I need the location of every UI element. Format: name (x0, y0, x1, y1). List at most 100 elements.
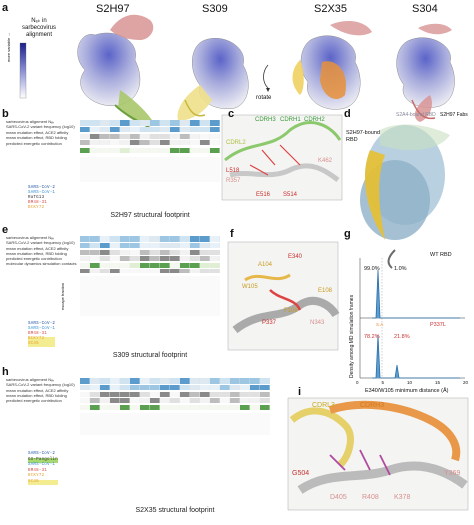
heatmap-cell (140, 120, 150, 126)
panel-b-row-labels: sarbecovirus alignment Nₑₖ SARS-CoV-2 va… (6, 119, 75, 147)
heatmap-cell (150, 236, 160, 242)
panel-a-letter: a (2, 2, 9, 14)
heatmap-cell (120, 134, 130, 139)
heatmap-cell (180, 405, 190, 410)
heatmap-cell (100, 392, 110, 397)
legend-title: Nₑₖ in sarbecovirus alignment (21, 18, 56, 38)
heatmap-cell (120, 256, 130, 261)
label-s514: S514 (283, 192, 298, 198)
panel-h-letter: h (2, 366, 9, 378)
heatmap-cell (140, 269, 150, 273)
heatmap-cell (80, 392, 90, 397)
heatmap-cell (90, 405, 100, 410)
g-ylabel: Density among MD simulation frames (349, 294, 355, 378)
heatmap-cell (180, 269, 190, 273)
heatmap-cell (80, 405, 90, 410)
heatmap-cell (190, 127, 200, 132)
heatmap-cell (200, 120, 210, 126)
heatmap-cell (120, 405, 130, 410)
s2h97-structure (77, 14, 155, 129)
heatmap-cell (120, 236, 130, 242)
heatmap-cell (200, 398, 210, 403)
heatmap-cell (80, 148, 90, 153)
label-f106: F106 (284, 308, 298, 314)
heatmap-cell (190, 140, 200, 145)
heatmap-cell (190, 263, 200, 268)
heatmap-cell (100, 269, 110, 273)
panel-b-seq-names: SARS-CoV-2 SARS-CoV-1 RaTG13 BM48-31 BtK… (28, 186, 56, 210)
heatmap-cell (160, 250, 170, 255)
panel-e-letter: e (2, 224, 9, 236)
heatmap-cell (130, 392, 140, 397)
heatmap-cell (180, 392, 190, 397)
s304-structure (396, 23, 455, 122)
label-s2a4-rbd: S2A4-bound RBD (396, 112, 436, 118)
heatmap-cell (150, 256, 160, 261)
heatmap-cell (250, 385, 260, 390)
heatmap-cell (110, 405, 120, 410)
heatmap-cell (110, 263, 120, 268)
heatmap-cell (180, 263, 190, 268)
heatmap-cell (90, 269, 100, 273)
heatmap-cell (180, 148, 190, 153)
label-e516: E516 (256, 192, 271, 198)
heatmap-cell (180, 243, 190, 248)
heatmap-cell (90, 392, 100, 397)
heatmap-cell (160, 405, 170, 410)
heatmap-cell (140, 236, 150, 242)
label-n343: N343 (310, 320, 325, 326)
heatmap-cell (190, 405, 200, 410)
heatmap-cell (120, 140, 130, 145)
heatmap-cell (260, 398, 270, 403)
heatmap-cell (90, 385, 100, 390)
heatmap-cell (170, 263, 180, 268)
heatmap-cell (90, 250, 100, 255)
heatmap-cell (200, 385, 210, 390)
rotate-arrow (263, 64, 269, 89)
heatmap-cell (170, 236, 180, 242)
heatmap-cell (230, 392, 240, 397)
heatmap-cell (190, 243, 200, 248)
heatmap-cell (200, 256, 210, 261)
heatmap-cell (170, 134, 180, 139)
heatmap-cell (200, 243, 210, 248)
heatmap-cell (90, 148, 100, 153)
heatmap-cell (150, 243, 160, 248)
heatmap-cell (160, 378, 170, 384)
heatmap-cell (80, 134, 90, 139)
panel-a-title-1: S2H97 (96, 3, 130, 15)
heatmap-cell (80, 256, 90, 261)
heatmap-cell (120, 148, 130, 153)
heatmap-cell (160, 263, 170, 268)
heatmap-cell (100, 405, 110, 410)
heatmap-cell (150, 140, 160, 145)
heatmap-cell (170, 405, 180, 410)
heatmap-cell (210, 256, 220, 261)
heatmap-cell (100, 256, 110, 261)
heatmap-cell (260, 405, 270, 410)
panel-e-ylabel: escape fraction (60, 282, 65, 310)
heatmap-cell (120, 243, 130, 248)
label-cdrl3: CDRL3 (312, 402, 335, 409)
heatmap-cell (130, 140, 140, 145)
heatmap-cell (200, 405, 210, 410)
heatmap-cell (90, 378, 100, 384)
heatmap-cell (130, 385, 140, 390)
label-a104: A104 (258, 262, 273, 268)
heatmap-cell (100, 385, 110, 390)
heatmap-cell (130, 398, 140, 403)
g-wt-pct-1: 99.0% (364, 266, 380, 272)
heatmap-cell (190, 236, 200, 242)
panel-f-box (227, 241, 339, 351)
heatmap-cell (130, 243, 140, 248)
heatmap-cell (150, 398, 160, 403)
panel-f-letter: f (230, 228, 234, 240)
g-xticks: 0 5 10 15 20 (356, 380, 468, 385)
panel-g-letter: g (344, 228, 351, 240)
heatmap-cell (150, 127, 160, 132)
heatmap-cell (160, 140, 170, 145)
heatmap-cell (90, 243, 100, 248)
heatmap-cell (100, 134, 110, 139)
panel-e-row-labels: sarbecovirus alignment Nₑₖ SARS-CoV-2 va… (6, 235, 77, 266)
g-mut-pct-1: 78.2% (364, 334, 380, 340)
